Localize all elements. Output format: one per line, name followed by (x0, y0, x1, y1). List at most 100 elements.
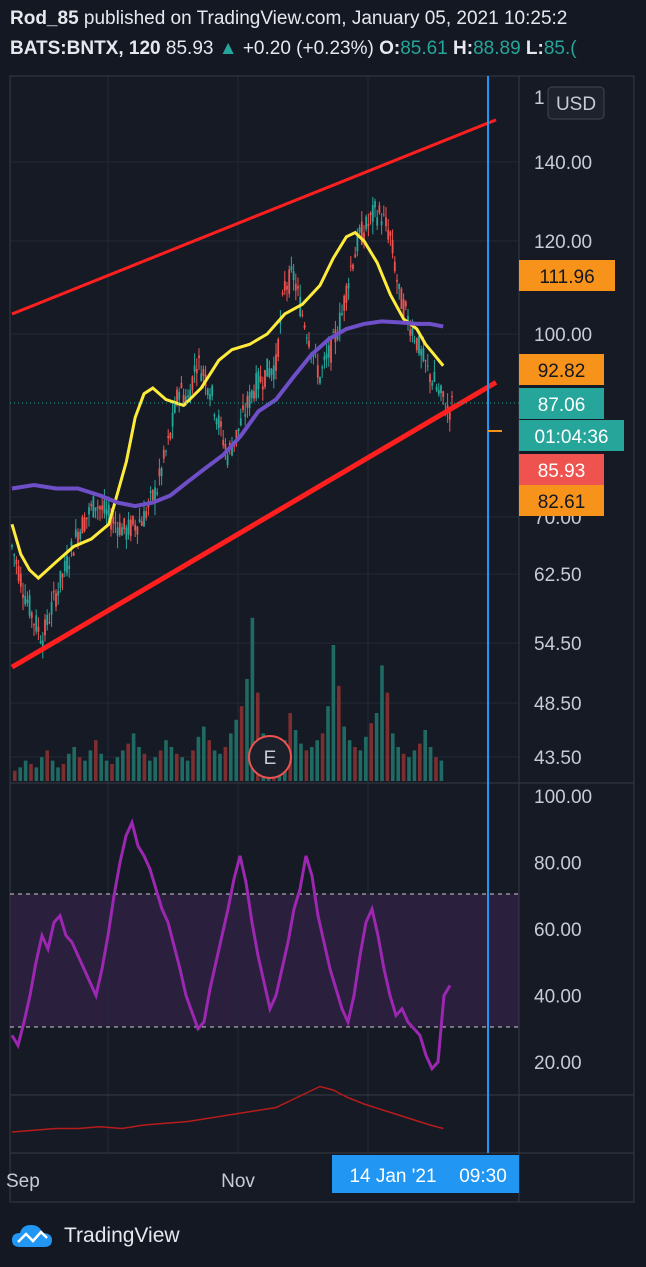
candle-body (110, 520, 112, 530)
candle-body (145, 511, 148, 518)
price-chart[interactable]: E 140.00120.00100.0070.0062.5054.5048.50… (0, 0, 646, 1210)
volume-bar (207, 740, 211, 781)
channel-upper-line[interactable] (11, 118, 497, 316)
rsi-axis[interactable]: 100.00 80.00 60.00 40.00 20.00 (534, 787, 592, 1074)
candle-body (409, 329, 412, 336)
volume-bar (299, 743, 303, 781)
volume-bar (418, 743, 422, 781)
candle-body (360, 221, 363, 245)
candle-body (424, 360, 427, 362)
candle-body (180, 382, 183, 388)
rsi-line[interactable] (10, 818, 452, 1072)
candle-body (191, 376, 194, 390)
volume-bar (148, 760, 152, 781)
currency-label: USD (556, 94, 596, 115)
volume-bar (245, 679, 249, 781)
candle-body (70, 541, 73, 547)
candle-body (250, 390, 253, 398)
volume-bar (110, 764, 114, 781)
candle-body (332, 332, 335, 334)
candle-body (182, 394, 185, 403)
candle-body (242, 405, 244, 410)
candle-body (220, 421, 222, 427)
candle-body (224, 443, 227, 449)
volume-bar (94, 740, 98, 781)
change-arrow-icon: ▲ (218, 38, 238, 59)
candle-body (398, 283, 401, 289)
price-badge-label: 92.82 (538, 361, 586, 382)
candle-body (79, 531, 82, 539)
volume-bar (104, 760, 109, 781)
price-badge: 92.82 (519, 354, 604, 385)
volume-bar (439, 760, 444, 781)
candle-body (244, 414, 247, 417)
candle-body (292, 271, 295, 281)
candle-body (325, 353, 328, 359)
volume-bar (115, 757, 120, 781)
tradingview-brand[interactable]: TradingView (10, 1218, 180, 1254)
candle-body (396, 279, 398, 282)
secondary-indicator-line[interactable] (11, 1085, 444, 1133)
candle-body (101, 505, 104, 510)
candle-body (246, 396, 249, 408)
earnings-marker-label: E (264, 748, 277, 769)
candle-body (127, 519, 130, 535)
open-value: 85.61 (400, 38, 448, 59)
candle-body (55, 593, 57, 607)
candle-body (330, 337, 332, 363)
candle-body (11, 545, 13, 547)
candle-body (171, 412, 174, 427)
volume-bar (45, 750, 49, 781)
volume-bar (56, 767, 60, 781)
candle-body (72, 552, 75, 556)
candle-body (195, 368, 198, 374)
rsi-tick-label: 60.00 (534, 920, 582, 941)
candle-body (88, 507, 90, 515)
candle-body (99, 506, 101, 510)
candle-body (125, 527, 128, 540)
candle-body (374, 201, 376, 208)
change-value: +0.20 (+0.23%) (242, 38, 374, 59)
candle-body (400, 288, 403, 309)
candle-body (198, 355, 200, 358)
candle-body (222, 439, 225, 446)
volume-bar (358, 750, 363, 781)
volume-bar (434, 757, 438, 781)
time-label-nov: Nov (221, 1171, 255, 1192)
candle-body (160, 468, 163, 477)
candle-body (442, 391, 445, 398)
author-name[interactable]: Rod_85 (10, 8, 79, 29)
volume-bar (347, 740, 352, 781)
currency-button[interactable]: USD (547, 86, 605, 120)
volume-bar (412, 750, 417, 781)
candle-body (363, 232, 365, 241)
candle-body (402, 299, 405, 319)
candle-body (213, 414, 216, 417)
candle-body (37, 626, 40, 632)
price-badge-label: 85.93 (538, 461, 586, 482)
crosshair-date: 14 Jan '21 (349, 1166, 436, 1187)
price-tick-label: 140.00 (534, 153, 592, 174)
candle-body (286, 285, 288, 290)
candle-body (358, 227, 361, 233)
candle-body (68, 565, 71, 569)
candle-body (422, 348, 425, 361)
channel-lower-line[interactable] (10, 380, 498, 670)
candle-body (237, 428, 240, 432)
candle-body (134, 524, 137, 531)
candle-body (435, 386, 438, 391)
volume-bar (131, 733, 136, 781)
earnings-marker[interactable]: E (248, 735, 292, 779)
candle-body (46, 614, 49, 625)
candle-body (41, 640, 44, 651)
volume-bar (180, 757, 184, 781)
candle-body (407, 315, 409, 325)
candle-body (321, 367, 324, 369)
candle-body (389, 231, 392, 236)
rsi-tick-label: 80.00 (534, 854, 582, 875)
candle-body (297, 286, 299, 289)
ma-slow-line[interactable] (11, 319, 444, 509)
candle-body (338, 312, 341, 332)
ma-fast-line[interactable] (10, 230, 445, 581)
candle-body (114, 522, 117, 524)
